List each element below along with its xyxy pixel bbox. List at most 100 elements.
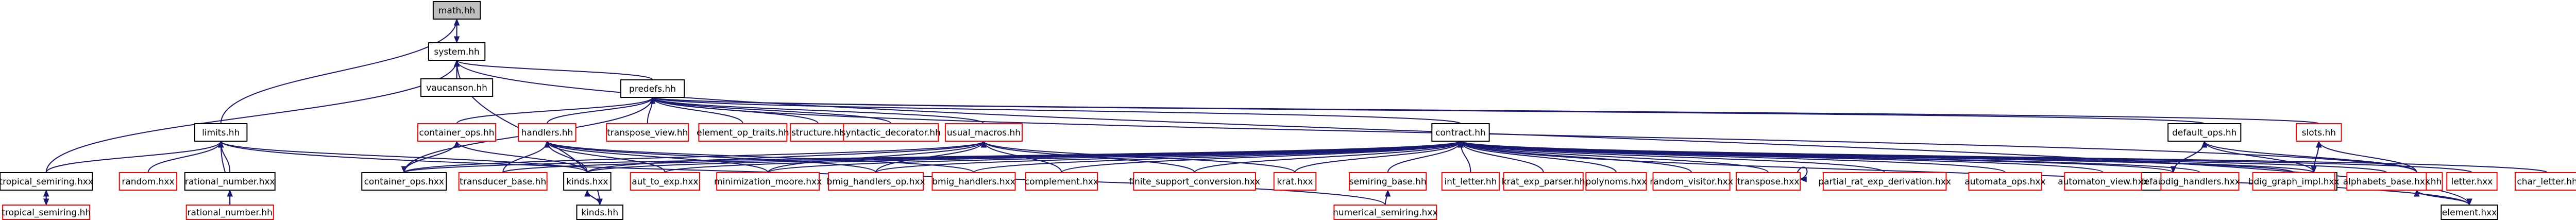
node-handlers-hh[interactable]: handlers.hh xyxy=(518,123,577,142)
node-box[interactable] xyxy=(2064,172,2142,191)
node-box[interactable] xyxy=(1822,172,1947,191)
node-box[interactable] xyxy=(0,172,93,191)
node-box[interactable] xyxy=(2167,123,2242,142)
node-box[interactable] xyxy=(576,205,623,220)
node-box[interactable] xyxy=(2441,205,2498,220)
node-kinds-hh[interactable]: kinds.hh xyxy=(576,205,623,220)
node-math-hh[interactable]: math.hh xyxy=(432,1,481,20)
node-int-letter-hh[interactable]: int_letter.hh xyxy=(1441,172,1500,191)
node-predefs-hh[interactable]: predefs.hh xyxy=(620,79,685,98)
node-box[interactable] xyxy=(698,123,788,142)
node-container-ops-hh[interactable]: container_ops.hh xyxy=(417,123,497,142)
node-box[interactable] xyxy=(843,123,939,142)
node-box[interactable] xyxy=(458,172,548,191)
node-bdig-graph-impl-hxx[interactable]: bdig_graph_impl.hxx xyxy=(2248,172,2340,191)
node-slots-hh[interactable]: slots.hh xyxy=(2296,123,2342,142)
node-usual-macros-hh[interactable]: usual_macros.hh xyxy=(944,123,1023,142)
node-box[interactable] xyxy=(1968,172,2042,191)
node-box[interactable] xyxy=(185,205,274,220)
node-semiring-base-hh[interactable]: semiring_base.hh xyxy=(1349,172,1427,191)
node-transpose-hxx[interactable]: transpose.hxx xyxy=(1736,172,1801,191)
node-box[interactable] xyxy=(606,123,689,142)
node-rational-number-hh[interactable]: rational_number.hh xyxy=(185,205,274,220)
node-transpose-view-hh[interactable]: transpose_view.hh xyxy=(606,123,689,142)
node-box[interactable] xyxy=(432,1,481,20)
node-random-visitor-hxx[interactable]: random_visitor.hxx xyxy=(1650,172,1733,191)
node-box[interactable] xyxy=(620,79,685,98)
node-box[interactable] xyxy=(2346,172,2427,191)
node-minimization-moore-hxx[interactable]: minimization_moore.hxx xyxy=(714,172,822,191)
node-box[interactable] xyxy=(828,172,924,191)
node-default-ops-hh[interactable]: default_ops.hh xyxy=(2167,123,2242,142)
node-box[interactable] xyxy=(1652,172,1731,191)
node-box[interactable] xyxy=(2252,172,2335,191)
node-tropical-semiring-hh[interactable]: tropical_semiring.hh xyxy=(2,205,91,220)
node-tropical-semiring-hxx[interactable]: tropical_semiring.hxx xyxy=(0,172,93,191)
edge-limits-hh-to-math-hh xyxy=(220,18,460,124)
node-box[interactable] xyxy=(1133,172,1256,191)
node-box[interactable] xyxy=(2296,123,2342,142)
node-box[interactable] xyxy=(931,172,1016,191)
node-box[interactable] xyxy=(1585,172,1647,191)
node-box[interactable] xyxy=(1736,172,1801,191)
node-box[interactable] xyxy=(420,78,494,97)
node-box[interactable] xyxy=(1431,123,1490,142)
node-box[interactable] xyxy=(1441,172,1500,191)
node-box[interactable] xyxy=(118,172,178,191)
node-automata-ops-hxx[interactable]: automata_ops.hxx xyxy=(1964,172,2046,191)
node-label: krat_exp_parser.hh xyxy=(1502,177,1585,187)
node-element-hxx[interactable]: element.hxx xyxy=(2441,205,2498,220)
node-alphabets-base-hxx[interactable]: alphabets_base.hxx xyxy=(2343,172,2430,191)
node-aut-to-exp-hxx[interactable]: aut_to_exp.hxx xyxy=(630,172,700,191)
node-krat-hxx[interactable]: krat.hxx xyxy=(1273,172,1317,191)
node-box[interactable] xyxy=(563,172,612,191)
node-box[interactable] xyxy=(361,172,447,191)
node-label: bdig_handlers.hxx xyxy=(2160,177,2240,187)
node-contract-hh[interactable]: contract.hh xyxy=(1431,123,1490,142)
node-box[interactable] xyxy=(184,172,276,191)
node-polynoms-hxx[interactable]: polynoms.hxx xyxy=(1585,172,1647,191)
node-box[interactable] xyxy=(1273,172,1317,191)
node-box[interactable] xyxy=(518,123,577,142)
node-letter-hxx[interactable]: letter.hxx xyxy=(2446,172,2498,191)
node-element-op-traits-hh[interactable]: element_op_traits.hh xyxy=(697,123,789,142)
node-label: polynoms.hxx xyxy=(1586,177,1647,187)
node-box[interactable] xyxy=(428,42,486,61)
node-syntactic-decorator-hh[interactable]: syntactic_decorator.hh xyxy=(841,123,941,142)
node-bmig-handlers-hxx[interactable]: bmig_handlers.hxx xyxy=(931,172,1016,191)
node-box[interactable] xyxy=(944,123,1023,142)
node-finite-support-conversion-hxx[interactable]: finite_support_conversion.hxx xyxy=(1129,172,1260,191)
node-box[interactable] xyxy=(2446,172,2498,191)
node-random-hxx[interactable]: random.hxx xyxy=(118,172,178,191)
node-box[interactable] xyxy=(1503,172,1584,191)
node-complement-hxx[interactable]: complement.hxx xyxy=(1025,172,1098,191)
node-box[interactable] xyxy=(1349,172,1427,191)
node-box[interactable] xyxy=(2160,172,2240,191)
node-rational-number-hxx[interactable]: rational_number.hxx xyxy=(184,172,276,191)
node-char-letter-hh[interactable]: char_letter.hh xyxy=(2514,172,2576,191)
node-box[interactable] xyxy=(630,172,700,191)
edge-element-hh-to-default-ops-hh xyxy=(2201,140,2417,173)
node-box[interactable] xyxy=(417,123,497,142)
node-box[interactable] xyxy=(194,123,248,142)
node-partial-rat-exp-derivation-hxx[interactable]: partial_rat_exp_derivation.hxx xyxy=(1818,172,1951,191)
node-box[interactable] xyxy=(1025,172,1098,191)
node-box[interactable] xyxy=(2514,172,2576,191)
node-structure-hh[interactable]: structure.hh xyxy=(790,123,846,142)
node-automaton-view-hxx[interactable]: automaton_view.hxx xyxy=(2058,172,2148,191)
node-kinds-hxx[interactable]: kinds.hxx xyxy=(563,172,612,191)
node-bmig-handlers-op-hxx[interactable]: bmig_handlers_op.hxx xyxy=(826,172,925,191)
node-vaucanson-hh[interactable]: vaucanson.hh xyxy=(420,78,494,97)
node-krat-exp-parser-hh[interactable]: krat_exp_parser.hh xyxy=(1502,172,1585,191)
node-bdig-handlers-hxx[interactable]: bdig_handlers.hxx xyxy=(2160,172,2240,191)
node-box[interactable] xyxy=(2,205,91,220)
node-transducer-base-hh[interactable]: transducer_base.hh xyxy=(458,172,548,191)
edge-predefs-hh-to-system-hh xyxy=(453,59,653,80)
node-box[interactable] xyxy=(716,172,820,191)
node-limits-hh[interactable]: limits.hh xyxy=(194,123,248,142)
node-system-hh[interactable]: system.hh xyxy=(428,42,486,61)
node-numerical-semiring-hxx[interactable]: numerical_semiring.hxx xyxy=(1333,205,1438,220)
edge-krat-hxx-to-usual-macros-hh xyxy=(980,140,1296,173)
node-box[interactable] xyxy=(1333,205,1437,220)
node-container-ops-hxx[interactable]: container_ops.hxx xyxy=(361,172,447,191)
